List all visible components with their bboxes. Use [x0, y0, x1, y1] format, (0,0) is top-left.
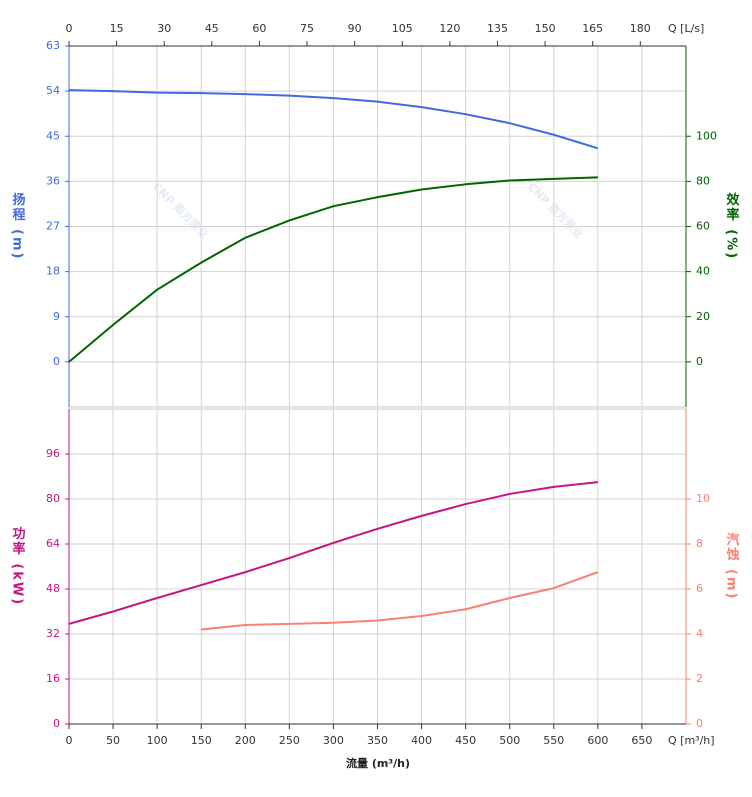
- x-tick-label: 50: [106, 734, 120, 747]
- x2-tick-label: 60: [252, 22, 266, 35]
- y-tick-label: 16: [46, 672, 60, 685]
- y-tick-label: 0: [53, 717, 60, 730]
- series-line: [68, 89, 599, 150]
- x-tick-label: 0: [66, 734, 73, 747]
- y-tick-label: 27: [46, 220, 60, 233]
- x2-tick-label: 75: [300, 22, 314, 35]
- y2-tick-label: 8: [696, 537, 703, 550]
- x-tick-label: 200: [235, 734, 256, 747]
- y-tick-label: 9: [53, 310, 60, 323]
- x-tick-label: 550: [543, 734, 564, 747]
- y-tick-label: 36: [46, 174, 60, 187]
- y2-tick-label: 0: [696, 355, 703, 368]
- y2-tick-label: 10: [696, 492, 710, 505]
- x2-tick-label: 105: [392, 22, 413, 35]
- x2-tick-label: 150: [535, 22, 556, 35]
- x-tick-label: 400: [411, 734, 432, 747]
- x-tick-label: 350: [367, 734, 388, 747]
- watermark: CNP 南方泵业: [525, 179, 587, 241]
- y-tick-label: 0: [53, 355, 60, 368]
- x2-tick-label: 90: [348, 22, 362, 35]
- watermark: CNP 南方泵业: [150, 179, 212, 241]
- y2-tick-label: 4: [696, 627, 703, 640]
- x-tick-label: 250: [279, 734, 300, 747]
- y-axis-title: 功率 (kW): [10, 527, 26, 606]
- x-axis-title: 流量 (m³/h): [346, 756, 410, 770]
- y2-tick-label: 100: [696, 129, 717, 142]
- x2-tick-label: 135: [487, 22, 508, 35]
- y-tick-label: 80: [46, 492, 60, 505]
- y-tick-label: 45: [46, 129, 60, 142]
- y-axis-title: 扬程 (m): [10, 192, 26, 261]
- y2-tick-label: 20: [696, 310, 710, 323]
- x-tick-label: 600: [587, 734, 608, 747]
- y2-tick-label: 2: [696, 672, 703, 685]
- x2-tick-label: 15: [110, 22, 124, 35]
- x-tick-label: 150: [191, 734, 212, 747]
- x-tick-label: 100: [147, 734, 168, 747]
- x-tick-label: 500: [499, 734, 520, 747]
- x2-tick-label: 30: [157, 22, 171, 35]
- y2-tick-label: 80: [696, 174, 710, 187]
- y-tick-label: 18: [46, 265, 60, 278]
- x2-tick-label: 120: [439, 22, 460, 35]
- series-line: [68, 176, 598, 363]
- y-tick-label: 63: [46, 39, 60, 52]
- series-line: [68, 481, 598, 625]
- y2-tick-label: 40: [696, 265, 710, 278]
- y-tick-label: 32: [46, 627, 60, 640]
- y2-axis-title: 汽蚀 (m): [724, 532, 741, 601]
- y-tick-label: 96: [46, 447, 60, 460]
- x-tick-label: 650: [631, 734, 652, 747]
- y-tick-label: 54: [46, 84, 60, 97]
- y2-tick-label: 6: [696, 582, 703, 595]
- y-tick-label: 64: [46, 537, 60, 550]
- y-tick-label: 48: [46, 582, 60, 595]
- x2-tick-label: 180: [630, 22, 651, 35]
- y2-tick-label: 0: [696, 717, 703, 730]
- x-tick-label: 450: [455, 734, 476, 747]
- x2-tick-label: 165: [582, 22, 603, 35]
- x2-tick-label: 45: [205, 22, 219, 35]
- y2-tick-label: 60: [696, 220, 710, 233]
- y2-axis-title: 效率 (%): [724, 192, 740, 260]
- x-tick-label: 300: [323, 734, 344, 747]
- x-axis-unit: Q [m³/h]: [668, 734, 715, 747]
- x2-tick-label: 0: [66, 22, 73, 35]
- series-line: [201, 571, 599, 631]
- x2-axis-title: Q [L/s]: [668, 22, 704, 35]
